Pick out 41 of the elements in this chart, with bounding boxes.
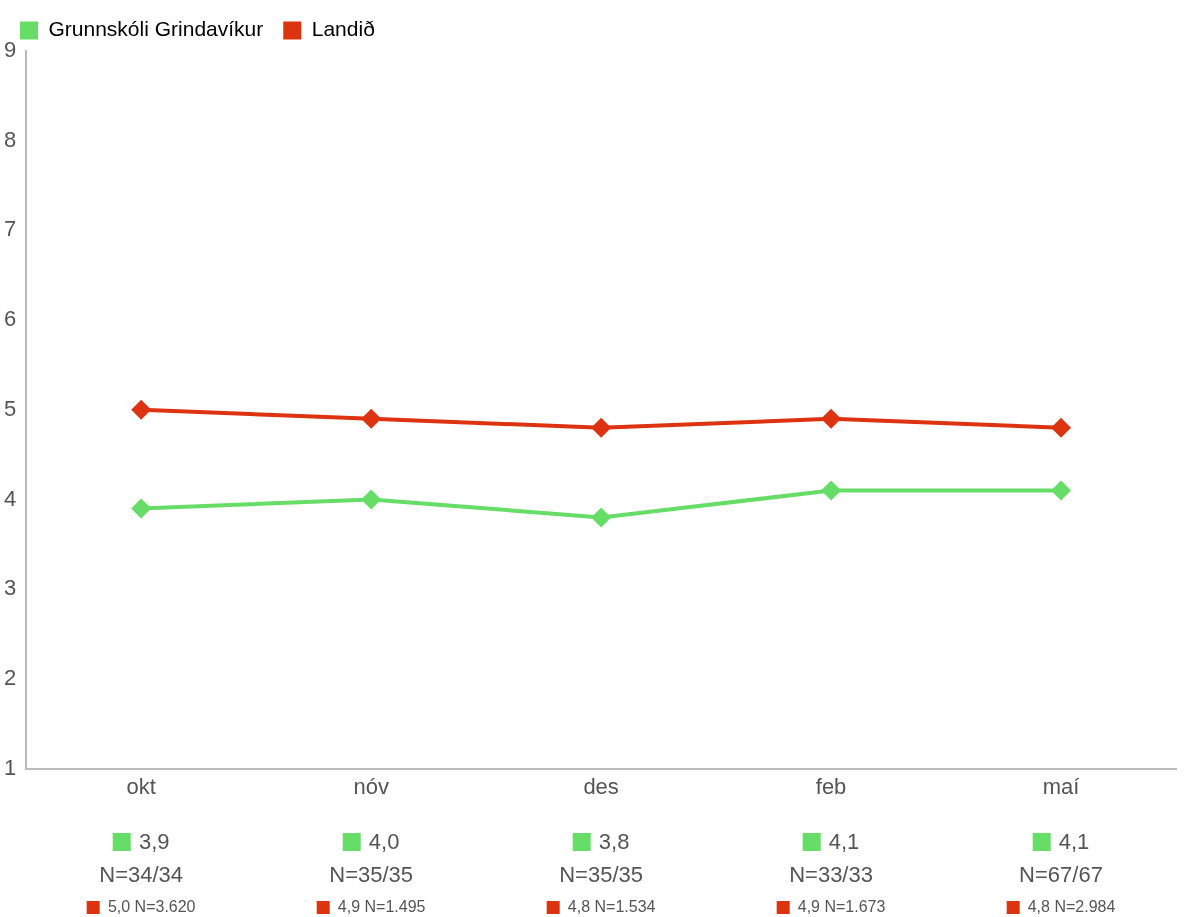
data-label: 4,0 (368, 829, 400, 855)
point (361, 489, 382, 510)
point (361, 408, 382, 429)
x-tick-label: des (583, 773, 619, 799)
x-tick-label: feb (815, 773, 847, 799)
point (591, 507, 612, 528)
data-label: 4,9 N=1.495 (337, 898, 426, 916)
point (821, 480, 842, 501)
point (131, 498, 152, 519)
data-label: 3,9 (138, 829, 170, 855)
y-tick-label: 1 (3, 754, 17, 780)
point (1051, 417, 1072, 438)
data-label: 4,9 N=1.673 (797, 898, 886, 916)
data-label: 4,1 (828, 829, 860, 855)
y-tick-label: 3 (3, 575, 17, 601)
data-label: 4,8 N=1.534 (567, 898, 656, 916)
data-label: 4,1 (1058, 829, 1090, 855)
point (591, 417, 612, 438)
legend-label: Grunnskóli Grindavíkur (48, 17, 264, 41)
text: N=35/35 (329, 862, 414, 888)
legend-label: Landið (311, 17, 375, 41)
x-tick-label: okt (126, 773, 156, 799)
y-tick-label: 2 (3, 664, 17, 690)
point (1051, 480, 1072, 501)
x-tick-label: maí (1042, 773, 1080, 799)
y-tick-label: 9 (3, 37, 17, 63)
text: N=34/34 (99, 862, 184, 888)
point (821, 408, 842, 429)
y-tick-label: 4 (3, 485, 17, 511)
y-tick-label: 8 (3, 126, 17, 152)
y-tick-label: 7 (3, 216, 17, 242)
y-tick-label: 5 (3, 395, 17, 421)
data-label: 3,8 (598, 829, 630, 855)
text: N=33/33 (789, 862, 873, 888)
y-tick-label: 6 (3, 306, 17, 332)
data-label: 5,0 N=3.620 (107, 898, 196, 916)
text: N=67/67 (1019, 862, 1103, 888)
x-tick-label: nóv (353, 773, 389, 799)
text: N=35/35 (559, 862, 644, 888)
point (131, 399, 152, 420)
data-label: 4,8 N=2.984 (1027, 898, 1116, 916)
